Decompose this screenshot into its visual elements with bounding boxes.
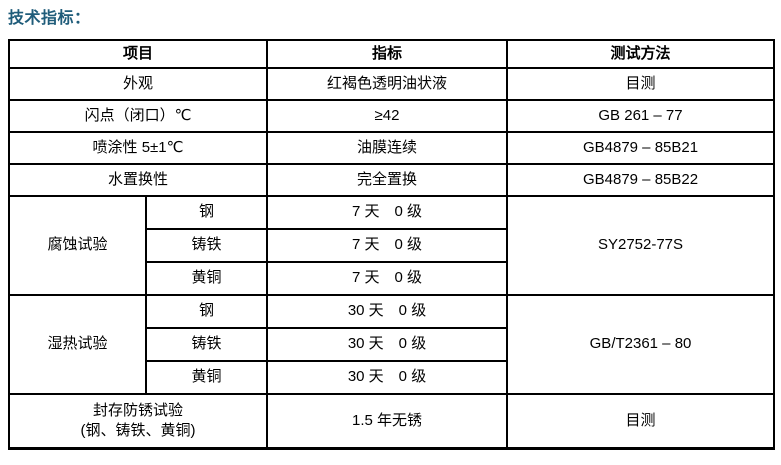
item-cell: 喷涂性 5±1℃	[7, 131, 269, 165]
group-cell-corrosion: 腐蚀试验	[8, 195, 147, 296]
row-sealed-rust: 封存防锈试验 (钢、铸铁、黄铜) 1.5 年无锈 目测	[7, 393, 776, 449]
material-cell: 钢	[144, 294, 269, 329]
indicator-cell: 1.5 年无锈	[266, 393, 509, 449]
header-item: 项目	[7, 39, 269, 69]
indicator-cell: 红褐色透明油状液	[266, 67, 509, 101]
method-cell: GB4879 – 85B21	[506, 131, 776, 165]
row-water-displacement: 水置换性 完全置换 GB4879 – 85B22	[7, 163, 776, 197]
row-appearance: 外观 红褐色透明油状液 目测	[7, 67, 776, 101]
row-damp-heat-brass: 黄铜 30 天 0 级	[9, 360, 774, 395]
row-corrosion-steel: 腐蚀试验 钢 7 天 0 级 SY2752-77S	[8, 195, 776, 296]
material-cell: 黄铜	[144, 360, 269, 395]
item-cell: 水置换性	[7, 163, 269, 197]
indicator-cell: 30 天 0 级	[266, 294, 509, 329]
row-damp-heat-steel: 湿热试验 钢 30 天 0 级 GB/T2361 – 80	[8, 294, 776, 395]
material-cell: 铸铁	[144, 327, 269, 362]
row-corrosion-cast-iron: 铸铁 7 天 0 级	[9, 228, 774, 263]
method-cell: 目测	[506, 393, 776, 449]
header-row: 项目 指标 测试方法	[7, 39, 776, 69]
item-cell-sealed-rust: 封存防锈试验 (钢、铸铁、黄铜)	[7, 393, 269, 449]
spec-table: 项目 指标 测试方法 外观 红褐色透明油状液 目测 闪点（闭口）℃ ≥42 GB…	[7, 39, 776, 450]
indicator-cell: ≥42	[266, 99, 509, 133]
indicator-cell: 7 天 0 级	[266, 261, 509, 296]
item-cell: 闪点（闭口）℃	[7, 99, 269, 133]
method-cell: GB 261 – 77	[506, 99, 776, 133]
method-cell: 目测	[506, 67, 776, 101]
indicator-cell: 7 天 0 级	[266, 228, 509, 263]
row-flash-point: 闪点（闭口）℃ ≥42 GB 261 – 77	[7, 99, 776, 133]
method-cell-corrosion: SY2752-77S	[506, 195, 776, 296]
indicator-cell: 完全置换	[266, 163, 509, 197]
header-indicator: 指标	[266, 39, 509, 69]
method-cell: GB4879 – 85B22	[506, 163, 776, 197]
indicator-cell: 30 天 0 级	[266, 360, 509, 395]
material-cell: 铸铁	[144, 228, 269, 263]
header-method: 测试方法	[506, 39, 776, 69]
group-cell-damp-heat: 湿热试验	[8, 294, 147, 395]
indicator-cell: 油膜连续	[266, 131, 509, 165]
row-sprayability: 喷涂性 5±1℃ 油膜连续 GB4879 – 85B21	[7, 131, 776, 165]
indicator-cell: 30 天 0 级	[266, 327, 509, 362]
sealed-rust-line2: (钢、铸铁、黄铜)	[80, 421, 196, 439]
sealed-rust-line1: 封存防锈试验	[93, 401, 184, 419]
row-corrosion-brass: 黄铜 7 天 0 级	[9, 261, 774, 296]
item-cell: 外观	[7, 67, 269, 101]
row-damp-heat-cast-iron: 铸铁 30 天 0 级	[9, 327, 774, 362]
indicator-cell: 7 天 0 级	[266, 195, 509, 230]
material-cell: 钢	[144, 195, 269, 230]
method-cell-damp-heat: GB/T2361 – 80	[506, 294, 776, 395]
material-cell: 黄铜	[144, 261, 269, 296]
section-title: 技术指标：	[8, 10, 91, 27]
